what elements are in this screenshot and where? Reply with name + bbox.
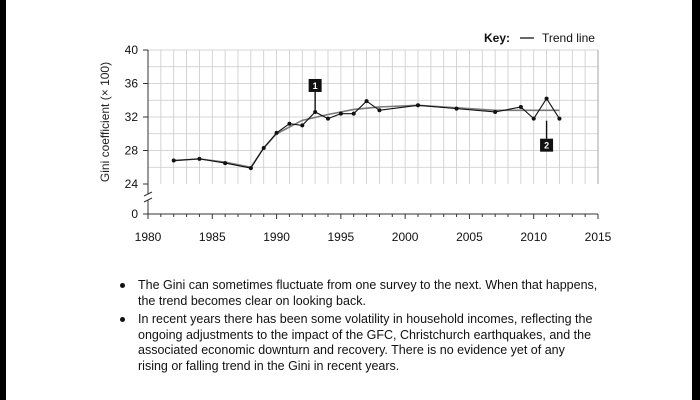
y-tick-label: 28 xyxy=(125,144,139,158)
note-item: The Gini can sometimes fluctuate from on… xyxy=(118,278,598,309)
y-axis-title: Gini coefficient (× 100) xyxy=(98,62,112,182)
data-point xyxy=(493,109,498,114)
x-tick-label: 2010 xyxy=(520,230,547,244)
x-tick-label: 1985 xyxy=(199,230,226,244)
bullet-icon xyxy=(120,317,125,322)
x-tick-label: 2015 xyxy=(585,230,612,244)
annotation-box xyxy=(308,78,322,92)
data-point xyxy=(287,121,292,126)
annotation-label: 1 xyxy=(313,81,318,91)
data-point xyxy=(364,99,369,104)
data-point xyxy=(313,109,318,114)
x-tick-label: 1995 xyxy=(328,230,355,244)
legend-entry-label: Trend line xyxy=(542,31,595,45)
data-point xyxy=(557,116,562,121)
data-point xyxy=(351,111,356,116)
y-tick-label: 24 xyxy=(125,177,139,191)
x-tick-label: 2000 xyxy=(392,230,419,244)
data-point xyxy=(518,104,523,109)
data-point xyxy=(416,103,420,108)
data-point xyxy=(377,108,382,113)
data-point xyxy=(261,145,266,150)
trend-line xyxy=(173,104,560,169)
annotation-label: 2 xyxy=(544,141,549,151)
note-text: In recent years there has been some vola… xyxy=(138,312,593,373)
legend-key-label: Key: xyxy=(484,31,510,45)
note-item: In recent years there has been some vola… xyxy=(118,312,598,374)
page: 1980 1985 1990 1995 2000 2005 2010 2015 0 24 28 32 3… xyxy=(6,0,692,400)
data-point xyxy=(274,130,279,135)
data-point xyxy=(300,123,305,128)
y-tick-label: 40 xyxy=(125,43,139,57)
annotation-box xyxy=(540,138,554,152)
x-tick-label: 1990 xyxy=(263,230,290,244)
data-point xyxy=(544,96,549,101)
data-point xyxy=(454,106,459,111)
x-tick-label: 1980 xyxy=(135,230,162,244)
y-tick-label: 36 xyxy=(125,77,139,91)
data-point xyxy=(197,156,202,161)
data-point xyxy=(531,116,536,121)
notes-list: The Gini can sometimes fluctuate from on… xyxy=(118,278,598,377)
y-tick-label: 32 xyxy=(125,110,139,124)
note-text: The Gini can sometimes fluctuate from on… xyxy=(138,278,598,308)
x-tick-label: 2005 xyxy=(456,230,483,244)
bullet-icon xyxy=(120,283,125,288)
data-point xyxy=(248,166,253,171)
data-point xyxy=(171,158,176,163)
y-tick-label: 0 xyxy=(131,207,138,221)
gini-chart: 1980 1985 1990 1995 2000 2005 2010 2015 0 24 28 32 3… xyxy=(98,31,612,244)
y-axis-break xyxy=(143,191,153,203)
data-point xyxy=(223,161,228,166)
data-point xyxy=(326,116,330,121)
data-point xyxy=(338,111,343,116)
